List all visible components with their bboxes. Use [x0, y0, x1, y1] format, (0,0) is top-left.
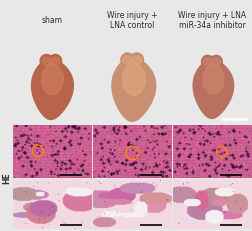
Polygon shape [111, 58, 155, 122]
Text: Wire injury +
LNA control: Wire injury + LNA control [107, 11, 157, 30]
Polygon shape [42, 58, 51, 66]
Polygon shape [42, 65, 63, 95]
Polygon shape [211, 59, 219, 66]
Polygon shape [202, 65, 223, 95]
Polygon shape [32, 60, 73, 120]
Polygon shape [51, 58, 59, 66]
Polygon shape [203, 59, 211, 66]
Polygon shape [130, 54, 143, 68]
Polygon shape [40, 55, 52, 68]
Polygon shape [192, 61, 233, 119]
Text: Wire injury + LNA
miR-34a inhibitor: Wire injury + LNA miR-34a inhibitor [178, 11, 245, 30]
Polygon shape [49, 55, 61, 68]
Polygon shape [209, 56, 222, 69]
Polygon shape [122, 64, 145, 96]
Polygon shape [122, 57, 132, 65]
Polygon shape [132, 57, 141, 65]
Polygon shape [120, 54, 134, 68]
Text: sham: sham [41, 16, 62, 25]
Text: HE: HE [2, 171, 11, 183]
Polygon shape [201, 56, 213, 69]
